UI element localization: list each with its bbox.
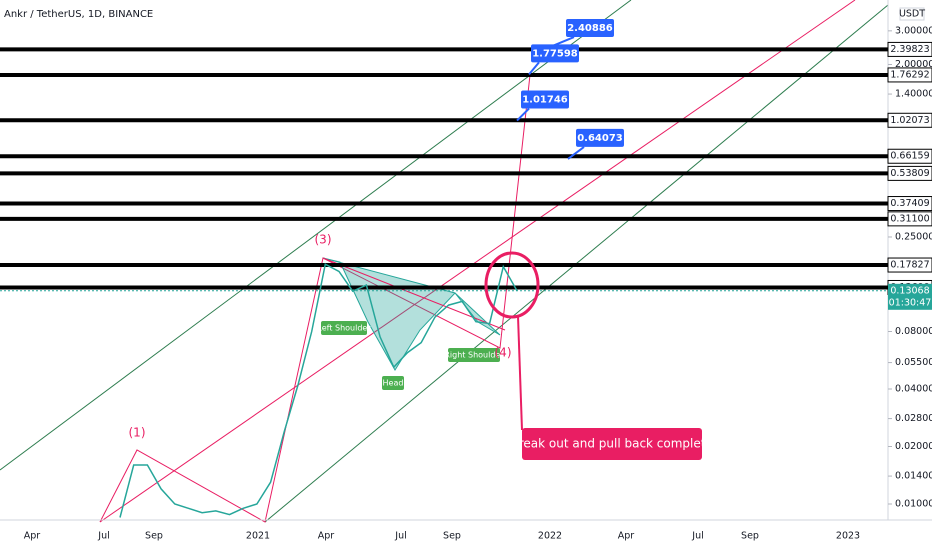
level-label-box [887, 196, 932, 212]
pattern-label-box [448, 348, 500, 362]
wave-label: (3) [315, 233, 332, 247]
level-label-box [887, 41, 932, 57]
axis-unit: USDT [899, 9, 925, 20]
pattern-label: Head [383, 379, 404, 388]
current-price-box [888, 283, 932, 310]
level-label: 0.53809 [890, 168, 929, 179]
callout-pointer [516, 107, 530, 122]
pattern-label-box [321, 321, 367, 335]
level-label: 0.66159 [890, 151, 929, 162]
callout-label: 1.01746 [522, 95, 568, 106]
chart-header: Ankr / TetherUS, 1D, BINANCE [4, 9, 153, 20]
level-label-box [887, 257, 932, 273]
levels [0, 47, 888, 292]
callout-box [566, 19, 614, 38]
level-label: 0.37409 [890, 198, 929, 209]
level-label: 2.39823 [890, 44, 929, 55]
annotation-pointer [517, 315, 523, 431]
x-tick-label: Jul [97, 531, 109, 542]
overlay: 2.39823 1.76292 1.02073 0.66159 0.53809 0.374… [129, 19, 932, 440]
wave-zigzag [99, 74, 531, 523]
level-label-box [887, 112, 932, 128]
channel-upper [0, 0, 632, 471]
y-tick-label: 1.40000 [895, 89, 932, 100]
callout-label: 1.77598 [532, 48, 578, 59]
y-tick-label: 0.05500 [895, 357, 932, 368]
y-tick-label: 2.00000 [895, 59, 932, 70]
price-axis [888, 0, 932, 550]
unit-box [899, 7, 925, 21]
level-label-box [887, 211, 932, 227]
y-tick-label: 0.04000 [895, 384, 932, 395]
price [119, 263, 518, 518]
neckline [322, 257, 506, 331]
callout-box [576, 128, 624, 147]
countdown: 01:30:47 [889, 297, 932, 308]
x-tick-label: Sep [145, 531, 163, 542]
callout-box [531, 44, 579, 63]
y-tick-label: 0.01000 [895, 499, 932, 510]
pattern-label: Right Shoulder [444, 351, 504, 360]
x-tick-label: 2023 [836, 531, 860, 542]
x-tick-label: Apr [24, 531, 41, 542]
y-tick-label: 0.02000 [895, 441, 932, 452]
level-label-box [887, 148, 932, 164]
x-tick-label: Jul [394, 531, 406, 542]
y-tick-label: 3.00000 [895, 25, 932, 36]
wave-label: (1) [129, 426, 146, 440]
x-tick-label: Sep [741, 531, 759, 542]
level-label-box [887, 67, 932, 83]
callout-box [521, 90, 569, 109]
y-tick-label: 0.01400 [895, 471, 932, 482]
current-price-label: 0.13068 [890, 285, 929, 296]
pink-trend [99, 0, 856, 523]
wave-label: (4) [495, 346, 512, 360]
price-line [119, 263, 518, 518]
callout-label: 0.64073 [577, 133, 623, 144]
x-tick-label: 2021 [246, 531, 270, 542]
x-tick-label: 2022 [538, 531, 562, 542]
annotation-text: break out and pull back complete [511, 437, 713, 451]
pattern-label: Left Shoulder [317, 324, 371, 333]
level-label: 0.31100 [890, 213, 929, 224]
callout-label: 2.40886 [567, 23, 613, 34]
level-label: 0.17827 [890, 260, 929, 271]
highlight-circle [484, 251, 540, 319]
x-tick-label: Apr [318, 531, 335, 542]
level-label-box [887, 165, 932, 181]
pattern-label-box [382, 376, 404, 390]
y-tick-label: 0.02800 [895, 413, 932, 424]
x-tick-label: Sep [443, 531, 461, 542]
level-label: 1.76292 [890, 69, 929, 80]
y-tick-label: 0.08000 [895, 326, 932, 337]
callout-pointer [528, 61, 540, 75]
y-tick-label: 0.25000 [895, 231, 932, 242]
level-label: 1.02073 [890, 115, 929, 126]
annotation-box [522, 428, 702, 460]
x-tick-label: Jul [691, 531, 703, 542]
callout-pointer [567, 146, 585, 160]
x-tick-label: Apr [618, 531, 635, 542]
